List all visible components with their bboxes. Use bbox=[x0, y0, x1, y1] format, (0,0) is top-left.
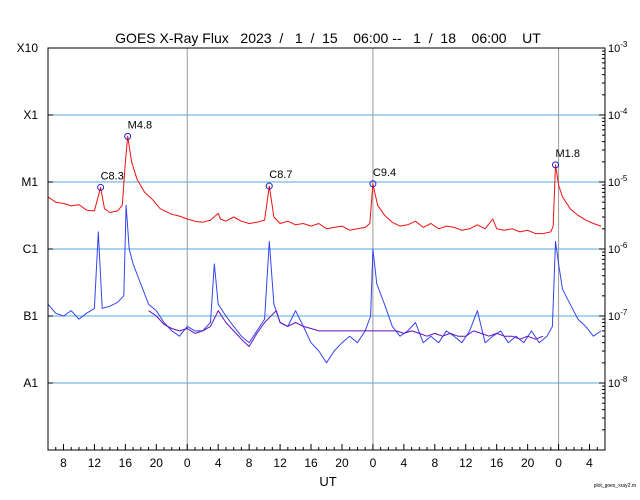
left-tick-label: A1 bbox=[23, 376, 38, 390]
right-tick-exponent: -3 bbox=[620, 40, 628, 49]
x-tick-label: 0 bbox=[555, 456, 562, 470]
grid-lines bbox=[48, 114, 605, 384]
right-tick-exponent: -7 bbox=[620, 308, 628, 317]
right-tick-label: 10-3 bbox=[608, 40, 628, 55]
right-tick-label: 10-7 bbox=[608, 308, 628, 323]
chart-title: GOES X-Ray Flux 2023 / 1 / 15 06:00 -- 1… bbox=[115, 30, 541, 46]
right-axis: 10-310-410-510-610-710-8 bbox=[599, 40, 628, 431]
x-tick-label: 0 bbox=[184, 456, 191, 470]
x-tick-label: 20 bbox=[150, 456, 164, 470]
left-tick-label: M1 bbox=[21, 175, 38, 189]
flare-marker bbox=[551, 161, 559, 169]
x-tick-label: 12 bbox=[88, 456, 102, 470]
series-line-short-alt bbox=[148, 310, 544, 347]
x-axis: 8 12 16 20 0 4 8 12 16 20 0 4 8 12 16 20 0 4 bbox=[55, 444, 598, 470]
series-line-short bbox=[47, 204, 602, 364]
left-tick-label: C1 bbox=[23, 242, 39, 256]
x-tick-label: 16 bbox=[119, 456, 133, 470]
series-group bbox=[47, 135, 602, 364]
x-tick-label: 4 bbox=[586, 456, 593, 470]
flare-marker bbox=[97, 183, 105, 191]
flare-markers: C8.3 M4.8 C8.7 C9.4 M1.8 bbox=[97, 119, 580, 191]
x-tick-label: 0 bbox=[370, 456, 377, 470]
x-tick-label: 8 bbox=[431, 456, 438, 470]
flare-label: C9.4 bbox=[373, 167, 396, 179]
right-tick-base: 10 bbox=[608, 177, 620, 189]
left-tick-label: B1 bbox=[23, 309, 38, 323]
x-tick-label: 20 bbox=[521, 456, 535, 470]
flare-label: C8.7 bbox=[269, 169, 292, 181]
right-tick-base: 10 bbox=[608, 311, 620, 323]
right-tick-exponent: -6 bbox=[620, 241, 628, 250]
flare-marker bbox=[369, 180, 377, 188]
right-tick-base: 10 bbox=[608, 43, 620, 55]
right-tick-label: 10-4 bbox=[608, 107, 628, 122]
right-tick-label: 10-6 bbox=[608, 241, 628, 256]
x-tick-label: 16 bbox=[490, 456, 504, 470]
flare-label: M1.8 bbox=[555, 148, 579, 160]
left-axis: X10 X1 M1 C1 B1 A1 bbox=[17, 41, 53, 390]
flare-marker bbox=[124, 132, 132, 140]
left-tick-label: X10 bbox=[17, 41, 39, 55]
right-tick-base: 10 bbox=[608, 244, 620, 256]
series-line-long bbox=[47, 135, 602, 235]
right-tick-label: 10-5 bbox=[608, 174, 628, 189]
x-tick-label: 12 bbox=[459, 456, 473, 470]
x-axis-label: UT bbox=[319, 474, 336, 489]
right-tick-exponent: -8 bbox=[620, 375, 628, 384]
right-tick-exponent: -4 bbox=[620, 107, 628, 116]
right-tick-base: 10 bbox=[608, 378, 620, 390]
credit-text: plot_goes_xray2.m bbox=[594, 483, 636, 489]
x-tick-label: 4 bbox=[401, 456, 408, 470]
x-tick-label: 8 bbox=[246, 456, 253, 470]
x-tick-label: 12 bbox=[273, 456, 287, 470]
x-tick-label: 16 bbox=[304, 456, 318, 470]
right-tick-base: 10 bbox=[608, 110, 620, 122]
x-tick-label: 8 bbox=[60, 456, 67, 470]
left-tick-label: X1 bbox=[23, 108, 38, 122]
right-tick-exponent: -5 bbox=[620, 174, 628, 183]
flare-marker bbox=[265, 182, 273, 190]
flare-label: C8.3 bbox=[101, 170, 124, 182]
flare-label: M4.8 bbox=[128, 119, 152, 131]
x-tick-label: 4 bbox=[215, 456, 222, 470]
right-tick-label: 10-8 bbox=[608, 375, 628, 390]
x-tick-label: 20 bbox=[335, 456, 349, 470]
